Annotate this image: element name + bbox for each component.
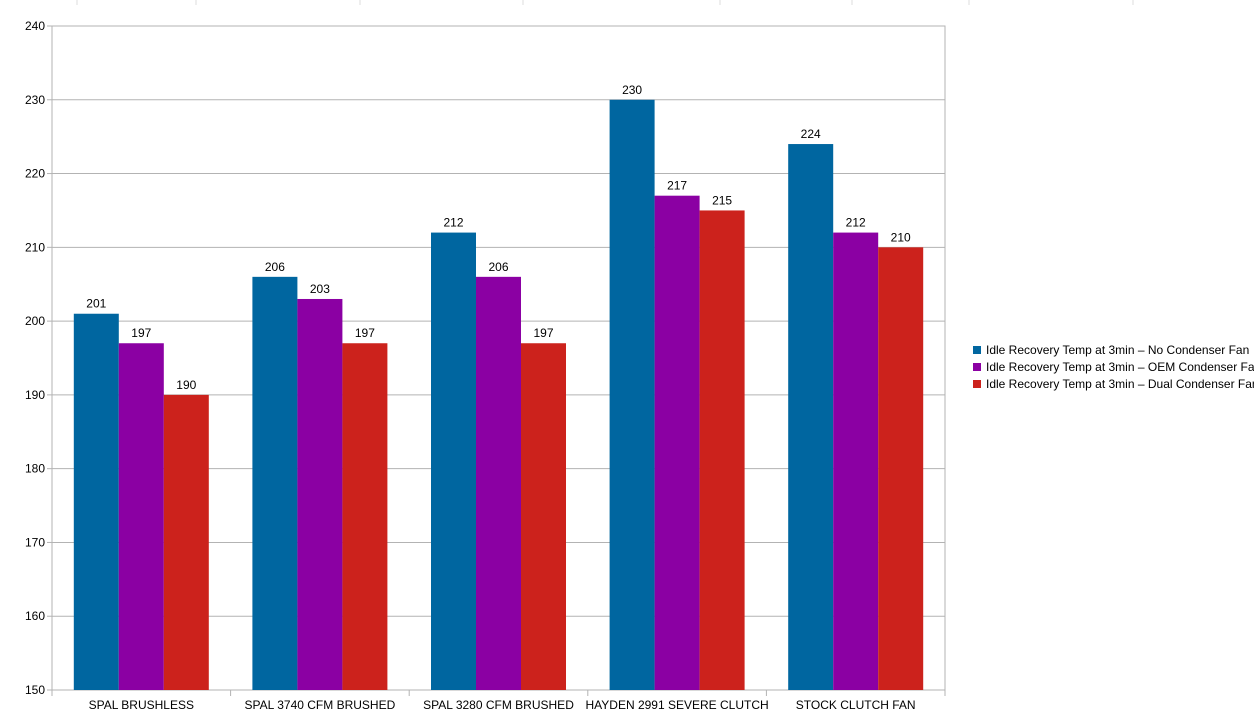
legend-label: Idle Recovery Temp at 3min – No Condense… — [986, 342, 1250, 357]
bar — [878, 247, 924, 691]
legend-item: Idle Recovery Temp at 3min – No Condense… — [973, 341, 1254, 358]
bar — [833, 232, 879, 691]
data-label: 224 — [801, 127, 821, 141]
y-tick-label: 210 — [25, 240, 45, 254]
data-label: 212 — [846, 216, 866, 230]
data-label: 210 — [891, 230, 911, 244]
x-tick-label: HAYDEN 2991 SEVERE CLUTCH — [586, 698, 769, 712]
bar — [73, 313, 119, 690]
data-label: 215 — [712, 193, 732, 207]
data-label: 197 — [533, 326, 553, 340]
legend-item: Idle Recovery Temp at 3min – Dual Conden… — [973, 375, 1254, 392]
legend-swatch-1 — [973, 362, 981, 371]
y-tick-label: 200 — [25, 314, 45, 328]
bar — [431, 232, 476, 691]
legend-swatch-0 — [973, 345, 981, 354]
bar — [118, 343, 164, 690]
bar — [163, 394, 209, 690]
data-label: 197 — [355, 326, 375, 340]
data-label: 190 — [176, 378, 196, 392]
x-tick-label: SPAL BRUSHLESS — [89, 698, 194, 712]
x-tick-label: STOCK CLUTCH FAN — [796, 698, 916, 712]
legend-label: Idle Recovery Temp at 3min – OEM Condens… — [986, 359, 1254, 374]
bar — [788, 144, 834, 691]
bars — [73, 99, 924, 691]
bar — [521, 343, 566, 690]
y-tick-label: 180 — [25, 462, 45, 476]
data-label: 217 — [667, 179, 687, 193]
y-tick-label: 220 — [25, 167, 45, 181]
bar — [476, 276, 521, 690]
x-axis-labels: SPAL BRUSHLESS SPAL 3740 CFM BRUSHED SPAL … — [51, 690, 946, 712]
data-label: 212 — [443, 216, 463, 230]
bar — [252, 276, 298, 690]
data-label: 230 — [622, 83, 642, 97]
y-tick-label: 230 — [25, 93, 45, 107]
y-tick-label: 240 — [25, 19, 45, 33]
bar — [342, 343, 388, 690]
y-tick-label: 150 — [25, 683, 45, 697]
y-axis-ticks: 150 160 170 180 190 200 210 220 230 240 — [25, 19, 52, 697]
bar — [654, 195, 700, 690]
data-label: 203 — [310, 282, 330, 296]
legend: Idle Recovery Temp at 3min – No Condense… — [973, 341, 1254, 392]
y-tick-label: 160 — [25, 609, 45, 623]
bar — [297, 298, 343, 690]
y-tick-label: 190 — [25, 388, 45, 402]
y-tick-label: 170 — [25, 535, 45, 549]
bar — [609, 99, 655, 691]
legend-label: Idle Recovery Temp at 3min – Dual Conden… — [986, 376, 1254, 391]
data-labels: 201 197 190 206 203 197 212 206 197 230 217 215 224 2… — [86, 83, 911, 392]
x-tick-label: SPAL 3740 CFM BRUSHED — [245, 698, 396, 712]
data-label: 206 — [265, 260, 285, 274]
data-label: 206 — [488, 260, 508, 274]
legend-item: Idle Recovery Temp at 3min – OEM Condens… — [973, 358, 1254, 375]
top-tick-stubs — [76, 0, 1134, 5]
data-label: 201 — [86, 297, 106, 311]
data-label: 197 — [131, 326, 151, 340]
bar — [699, 210, 745, 690]
legend-swatch-2 — [973, 379, 981, 388]
x-tick-label: SPAL 3280 CFM BRUSHED — [423, 698, 574, 712]
